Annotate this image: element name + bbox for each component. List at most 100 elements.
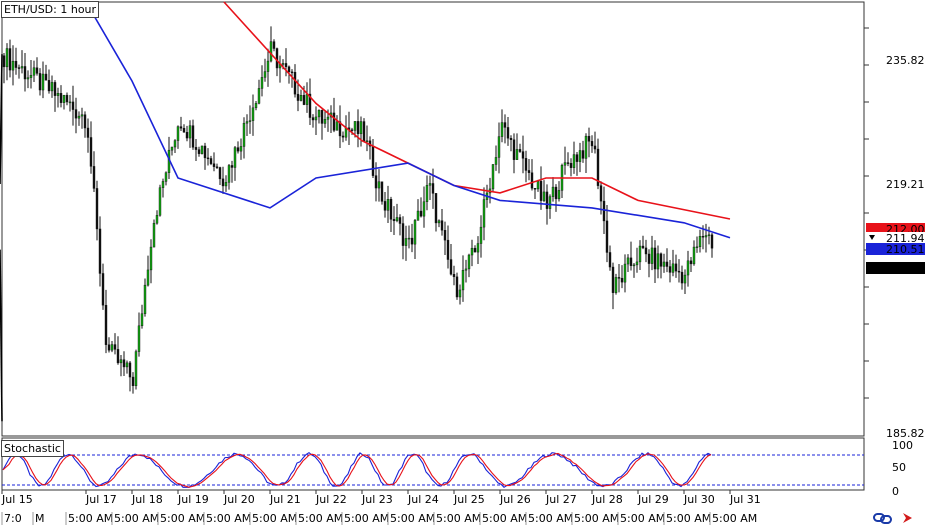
time-label: 5:00 AM [620, 512, 665, 525]
stochastic-axis: 100 50 0 [892, 439, 913, 498]
candle-body [602, 200, 606, 222]
candle-body [47, 80, 51, 92]
candle-body [287, 66, 291, 73]
candle-body [632, 264, 636, 267]
candle-body [158, 187, 162, 216]
candle-body [272, 41, 276, 49]
candle-body [536, 181, 540, 190]
last-price-arrow-icon [869, 235, 875, 240]
candle-body [386, 199, 390, 211]
stochastic-tick-label: 100 [892, 439, 913, 452]
time-label: 5:00 AM [206, 512, 251, 525]
candle-body [683, 274, 687, 284]
price-tick-label: 235.82 [886, 54, 925, 67]
candle-body [137, 325, 141, 352]
candle-body [50, 82, 54, 92]
date-label: Jul 20 [223, 493, 255, 506]
time-label: 5:00 AM [436, 512, 481, 525]
candle-body [548, 196, 552, 209]
candle-body [5, 48, 9, 68]
candle-body [497, 136, 501, 158]
candle-body [170, 146, 174, 151]
candle-body [326, 116, 330, 120]
candle-body [662, 261, 666, 267]
candle-body [710, 234, 714, 249]
time-label: M [35, 512, 45, 525]
candle-body [593, 145, 597, 150]
candle-body [206, 157, 210, 160]
candle-body [182, 128, 186, 133]
candle-body [128, 362, 132, 378]
sma-red-line [223, 1, 731, 220]
candle-body [695, 246, 699, 249]
link-icon[interactable] [872, 510, 894, 524]
candle-body [389, 199, 393, 220]
main-panel[interactable] [0, 1, 865, 437]
candle-body [113, 344, 117, 350]
candle-body [554, 186, 558, 200]
candle-body [293, 72, 297, 95]
candle-body [74, 109, 78, 119]
candle-body [119, 359, 123, 364]
stochastic-label: Stochastic [1, 440, 64, 457]
date-label: Jul 27 [545, 493, 577, 506]
candle-body [134, 351, 138, 387]
candle-body [704, 235, 708, 238]
candle-body [590, 141, 594, 147]
candle-body [116, 349, 120, 364]
candle-body [266, 60, 270, 72]
candle-body [692, 246, 696, 265]
candle-body [77, 115, 81, 119]
candle-body [506, 127, 510, 139]
candle-body [437, 220, 441, 224]
stochastic-panel[interactable] [1, 437, 865, 491]
candle-body [680, 271, 684, 284]
stochastic-tick-label: 50 [892, 461, 906, 474]
main-panel-border [1, 1, 865, 437]
candle-body [578, 150, 582, 162]
candle-body [59, 93, 63, 103]
date-label: Jul 15 [1, 493, 33, 506]
candle-body [164, 172, 168, 182]
candle-body [122, 359, 126, 368]
candle-body [203, 145, 207, 159]
stochastic-tick-label: 0 [892, 485, 899, 498]
stochastic-k-line [2, 451, 712, 489]
time-label: 5:00 AM [574, 512, 619, 525]
price-marker-support [866, 262, 925, 274]
time-label: 5:00 AM [298, 512, 343, 525]
candle-body [68, 101, 72, 104]
upper-trendline[interactable] [0, 54, 3, 184]
candle-body [599, 185, 603, 202]
candle-body [464, 268, 468, 271]
candle-body [299, 95, 303, 101]
candle-body [323, 119, 327, 124]
candle-body [8, 48, 12, 71]
candle-body [455, 276, 459, 298]
candle-body [56, 93, 60, 96]
arrow-icon[interactable] [900, 510, 916, 524]
time-label: 7:0 [4, 512, 22, 525]
candle-body [617, 277, 621, 279]
candle-body [563, 162, 567, 166]
candle-body [275, 48, 279, 69]
chart-title: ETH/USD: 1 hour [1, 1, 100, 18]
candle-body [233, 147, 237, 168]
candle-body [434, 193, 438, 224]
candle-body [431, 183, 435, 194]
lower-trendline[interactable] [0, 249, 3, 422]
candle-body [509, 137, 513, 140]
candle-body [338, 121, 342, 137]
candle-body [248, 120, 252, 122]
candle-body [395, 217, 399, 222]
candle-body [317, 109, 321, 118]
candle-body [32, 67, 36, 76]
date-label: Jul 23 [361, 493, 393, 506]
price-marker-label: 210.51 [886, 243, 925, 256]
candle-body [401, 223, 405, 246]
candle-body [635, 261, 639, 266]
candle-body [524, 158, 528, 171]
candle-body [104, 304, 108, 345]
date-label: Jul 26 [499, 493, 531, 506]
